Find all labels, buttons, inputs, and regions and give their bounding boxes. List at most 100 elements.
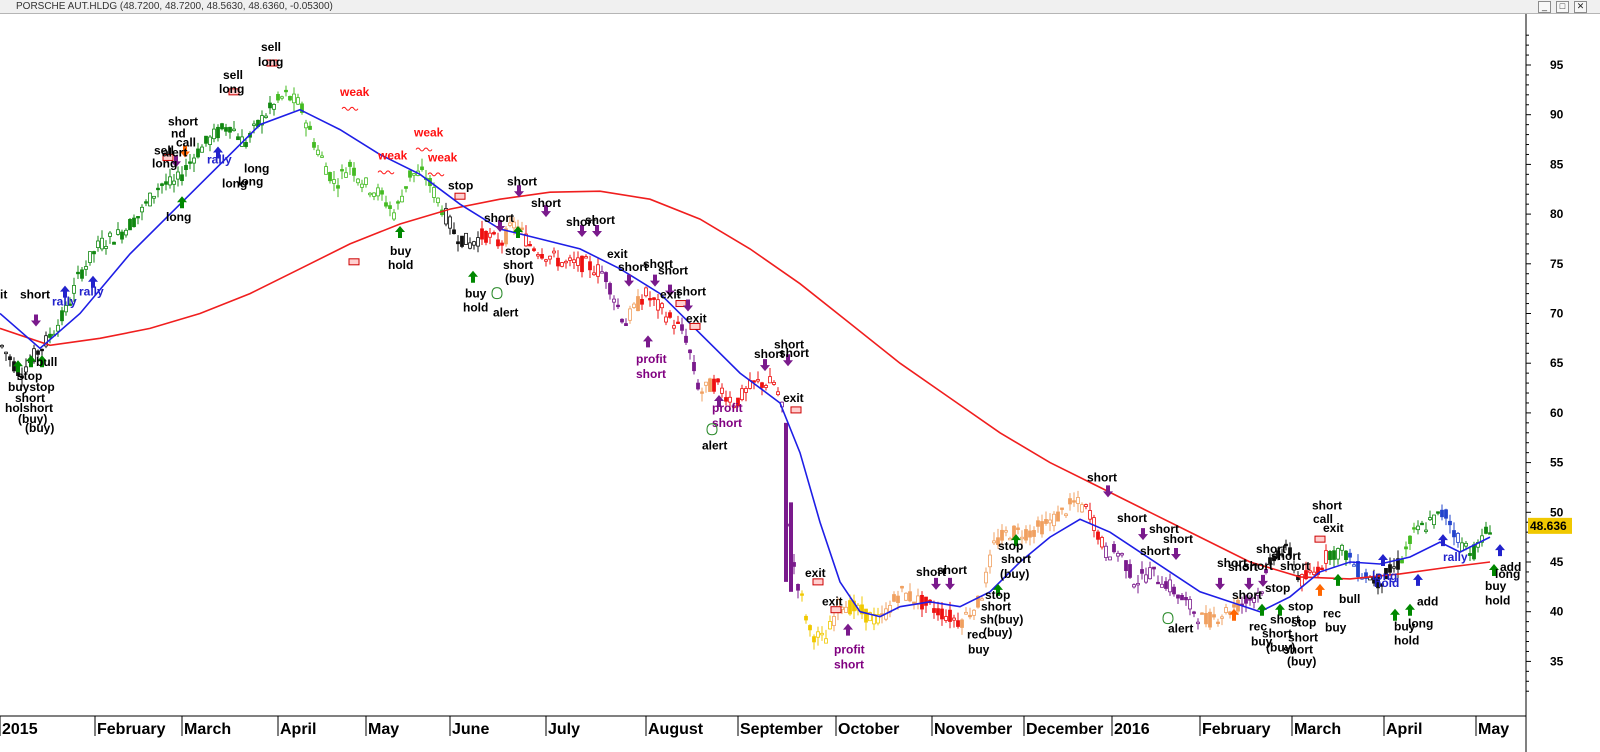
candle	[100, 230, 104, 252]
candle-body	[540, 254, 544, 259]
candle-body	[1000, 529, 1004, 541]
candle	[580, 255, 584, 278]
candle	[692, 355, 696, 375]
candle	[232, 121, 236, 132]
candle	[104, 240, 108, 255]
candle-body	[996, 537, 1000, 545]
y-tick-label: 55	[1550, 456, 1564, 470]
up-arrow-icon	[1438, 534, 1448, 547]
signal-label: hold	[1394, 634, 1419, 648]
candle	[212, 123, 216, 143]
exit-marker-box	[162, 153, 174, 161]
candle-body	[1016, 527, 1020, 530]
candle	[620, 318, 624, 324]
candle-body	[628, 308, 632, 321]
candle	[1436, 511, 1440, 516]
candle-body	[408, 170, 412, 178]
candle-body	[200, 146, 204, 153]
candle	[548, 255, 552, 265]
candle	[388, 201, 392, 217]
candle	[1356, 554, 1360, 582]
candle	[1268, 553, 1272, 567]
candle-body	[1288, 547, 1292, 556]
candle	[356, 177, 360, 186]
candle-body	[112, 241, 116, 245]
candle-body	[972, 609, 976, 616]
candle	[664, 311, 668, 326]
candle-body	[812, 636, 816, 643]
down-arrow-icon	[945, 577, 955, 590]
close-button[interactable]: ✕	[1574, 1, 1587, 13]
candle-body	[364, 177, 368, 185]
candle-body	[160, 183, 164, 186]
candle	[432, 182, 436, 203]
candle-body	[1432, 514, 1436, 526]
candle	[1036, 516, 1040, 533]
candle-body	[1376, 573, 1380, 589]
candle-body	[1152, 566, 1156, 570]
candle	[1432, 514, 1436, 529]
candle-body	[484, 230, 488, 243]
signal-label: buy	[1394, 620, 1416, 634]
candle	[396, 199, 400, 210]
candle	[20, 367, 24, 387]
candle-body	[892, 594, 896, 602]
candle	[1312, 566, 1316, 577]
candle	[204, 135, 208, 147]
signal-label: exit	[1323, 521, 1344, 535]
candle-body	[988, 554, 992, 568]
window-titlebar: PORSCHE AUT.HLDG (48.7200, 48.7200, 48.5…	[0, 0, 1600, 14]
candle	[344, 167, 348, 178]
candle-body	[572, 259, 576, 263]
candle	[1292, 560, 1296, 574]
candle-body	[1484, 526, 1488, 534]
signal-label: exit	[805, 566, 826, 580]
signal-label: sell	[223, 68, 243, 82]
candle	[324, 162, 328, 175]
down-arrow-icon	[624, 274, 634, 287]
candle-body	[848, 600, 852, 615]
candle-body	[80, 269, 84, 279]
candle-body	[804, 615, 808, 621]
candle	[672, 319, 676, 335]
candle-body	[956, 620, 960, 627]
candle	[1016, 523, 1020, 535]
candle-body	[340, 169, 344, 172]
signal-label: buy	[1325, 621, 1347, 635]
candle	[896, 590, 900, 610]
signal-label: short	[916, 565, 946, 579]
exit-marker-box	[228, 88, 240, 96]
candle-body	[1112, 544, 1116, 553]
candle	[1364, 568, 1368, 584]
candle	[1144, 567, 1148, 584]
maximize-button[interactable]: □	[1556, 1, 1569, 13]
candle-body	[1128, 564, 1132, 578]
candle	[332, 170, 336, 192]
candle	[1100, 535, 1104, 550]
candle-body	[188, 161, 192, 164]
up-arrow-icon	[1229, 608, 1239, 621]
candle-body	[1248, 598, 1252, 601]
minimize-button[interactable]: _	[1538, 1, 1551, 13]
candle	[676, 315, 680, 324]
candle	[1220, 614, 1224, 626]
candle-body	[1056, 511, 1060, 522]
signal-annotations: it shortbullstopbuystopshortholshort(buy)…	[0, 40, 1521, 671]
candle	[1280, 548, 1284, 558]
candle-body	[148, 192, 152, 207]
candle-body	[1352, 564, 1356, 567]
moving-average-short-line	[0, 108, 1491, 618]
signal-label: hold	[388, 258, 413, 272]
y-tick-label: 85	[1550, 157, 1564, 171]
candle	[936, 601, 940, 621]
candle	[940, 602, 944, 626]
up-arrow-icon	[60, 285, 70, 298]
signal-label: short	[712, 416, 742, 430]
candle-body	[64, 305, 68, 313]
candle	[540, 248, 544, 260]
candle-body	[472, 241, 476, 246]
candle	[1284, 539, 1288, 551]
up-arrow-icon	[714, 394, 724, 407]
candle-body	[528, 244, 532, 247]
candle-body	[1144, 574, 1148, 583]
